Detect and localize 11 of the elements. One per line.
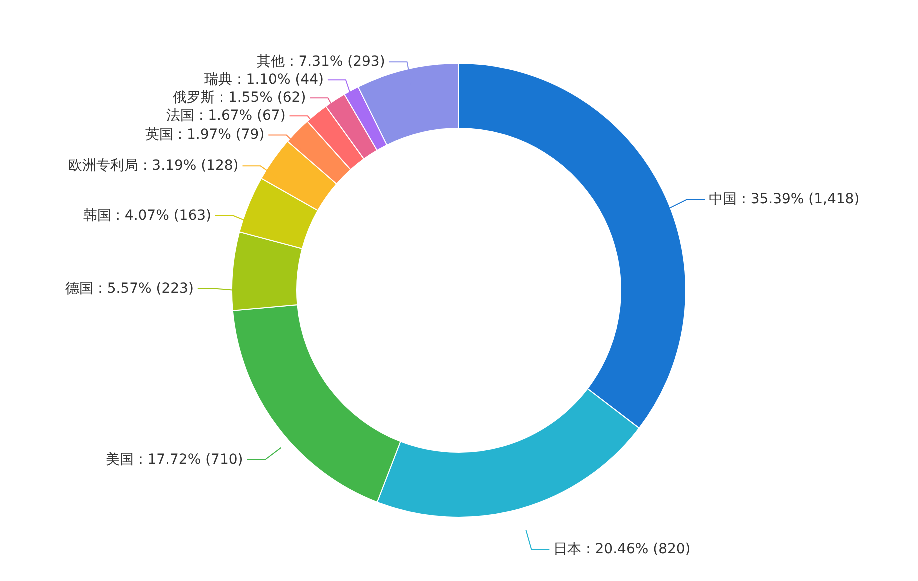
slice-label: 俄罗斯 : 1.55% (62) [172,90,306,106]
slice-label: 中国 : 35.39% (1,418) [709,192,860,208]
slice-label: 日本 : 20.46% (820) [554,542,691,558]
slice-label: 英国 : 1.97% (79) [145,127,265,144]
slice-label: 法国 : 1.67% (67) [166,108,286,124]
slice-label: 韩国 : 4.07% (163) [83,208,212,224]
slice-label: 瑞典 : 1.10% (44) [204,72,324,88]
slice-label: 其他 : 7.31% (293) [257,54,386,70]
slice-label: 欧洲专利局 : 3.19% (128) [68,158,239,174]
slice-label: 德国 : 5.57% (223) [66,280,194,297]
slice-label: 美国 : 17.72% (710) [106,452,244,468]
